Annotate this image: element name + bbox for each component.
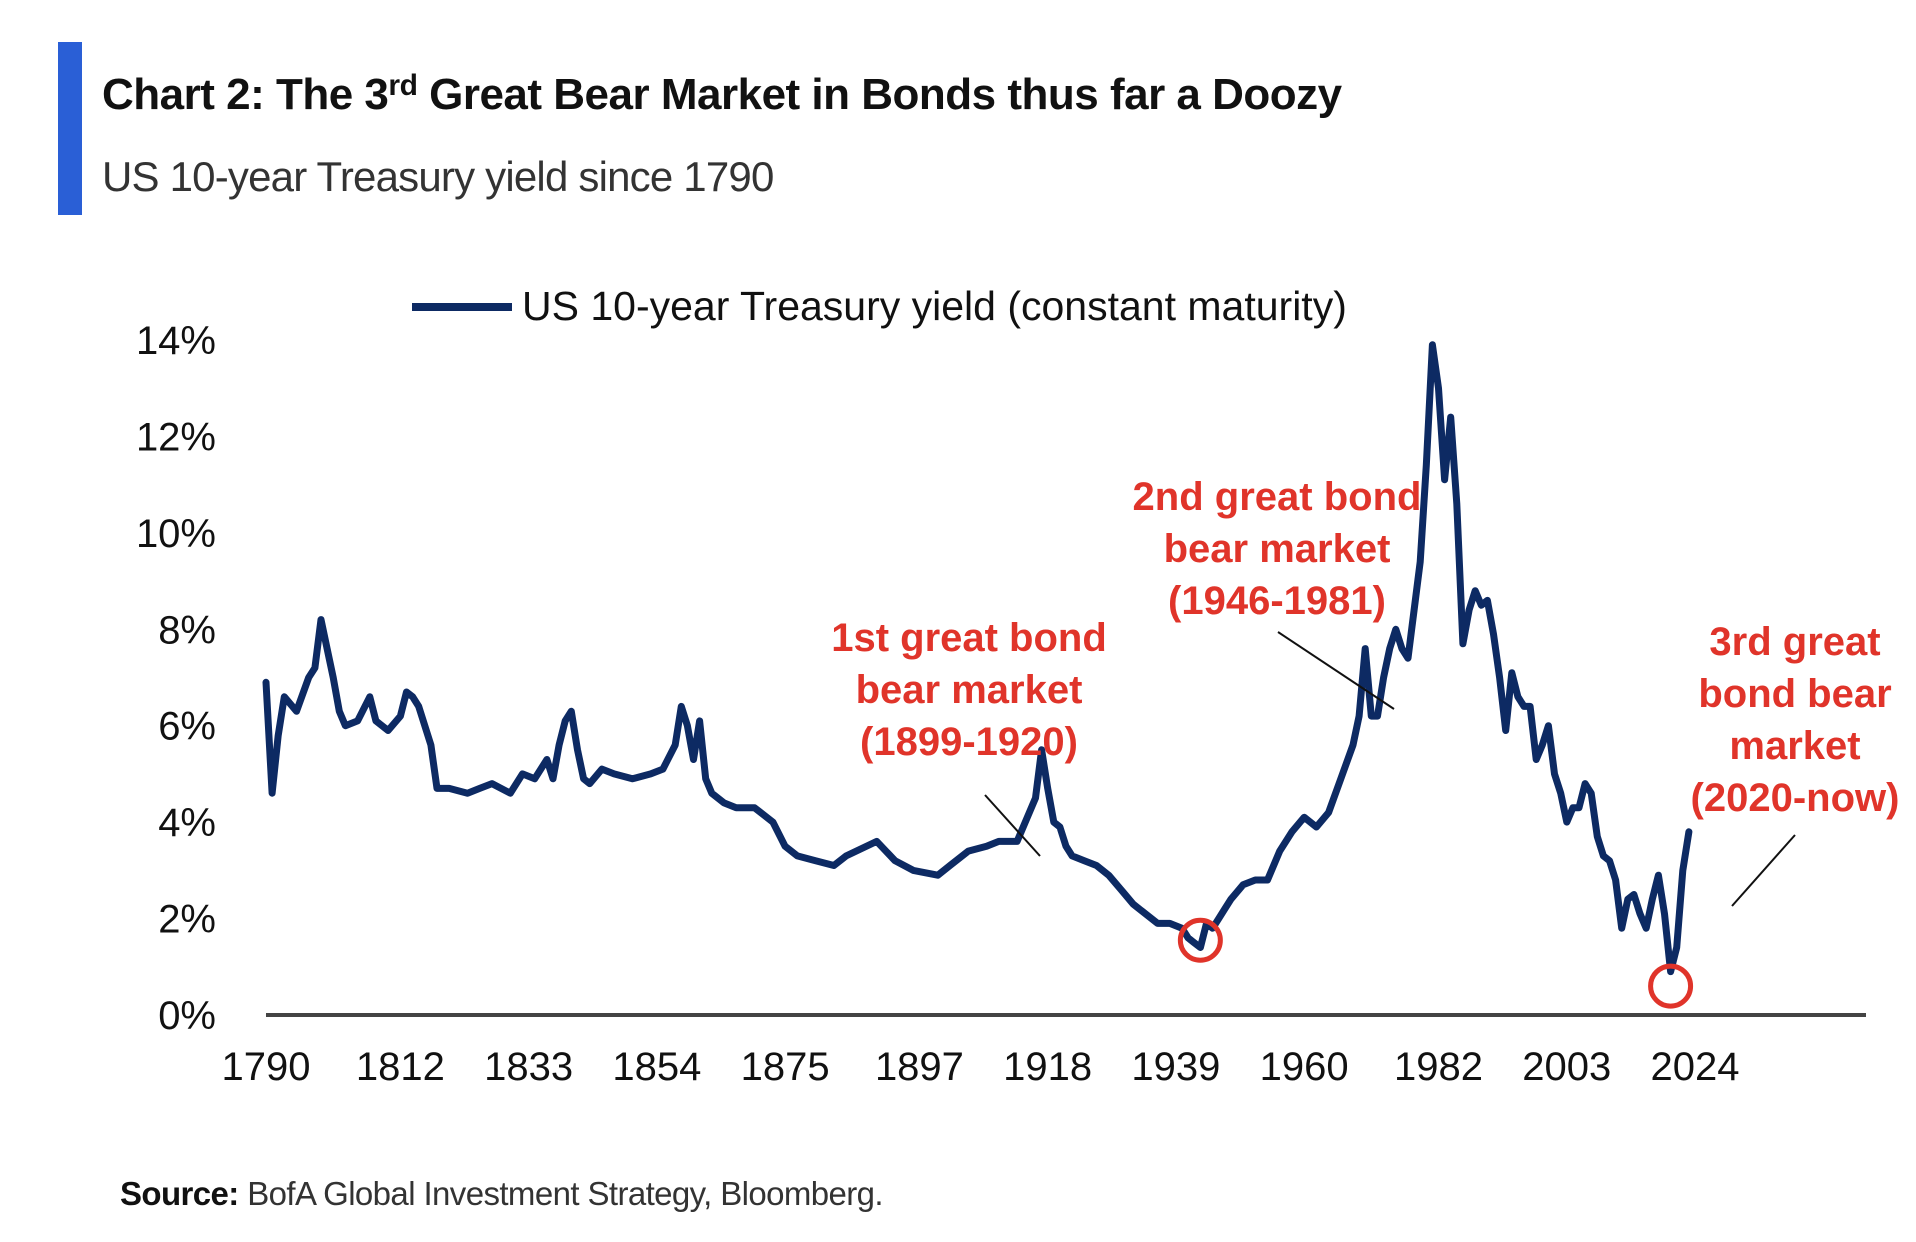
y-tick-label: 6%: [158, 705, 216, 749]
x-tick-label: 2024: [1651, 1045, 1740, 1089]
x-tick-label: 1960: [1260, 1045, 1349, 1089]
chart-subtitle: US 10-year Treasury yield since 1790: [102, 153, 774, 200]
x-tick-label: 1833: [484, 1045, 573, 1089]
y-tick-label: 0%: [158, 994, 216, 1038]
x-tick-label: 1875: [741, 1045, 830, 1089]
annotation-first-bear-market: 1st great bond bear market (1899-1920): [831, 616, 1107, 764]
x-tick-label: 1918: [1003, 1045, 1092, 1089]
x-tick-label: 1812: [356, 1045, 445, 1089]
y-tick-label: 10%: [136, 512, 216, 556]
yield-series-line: [262, 341, 1693, 976]
annotation-line: bond bear: [1698, 672, 1891, 716]
y-tick-label: 4%: [158, 801, 216, 845]
y-tick-label: 12%: [136, 415, 216, 459]
annotation-line: 3rd great: [1709, 620, 1880, 664]
low-marker-2020: [1648, 963, 1694, 1009]
annotation-second-bear-market: 2nd great bond bear market (1946-1981): [1133, 475, 1422, 623]
annotation-line: 1st great bond: [831, 616, 1107, 660]
legend: US 10-year Treasury yield (constant matu…: [412, 283, 1347, 329]
source-text: BofA Global Investment Strategy, Bloombe…: [238, 1175, 884, 1212]
legend-label: US 10-year Treasury yield (constant matu…: [522, 283, 1347, 329]
title-suffix: Great Bear Market in Bonds thus far a Do…: [417, 70, 1342, 119]
x-axis: 1790 1812 1833 1854 1875 1897 1918 1939 1960 1982…: [222, 1013, 1866, 1089]
y-tick-label: 2%: [158, 898, 216, 942]
x-tick-label: 1854: [612, 1045, 701, 1089]
annotation-leader-second: [1277, 631, 1395, 710]
source-label: Source:: [120, 1175, 239, 1212]
source-note: Source: BofA Global Investment Strategy,…: [120, 1175, 884, 1213]
title-superscript: rd: [388, 69, 418, 102]
y-tick-label: 8%: [158, 608, 216, 652]
annotation-leader-first: [984, 794, 1041, 857]
y-tick-label: 14%: [136, 319, 216, 363]
annotation-third-bear-market: 3rd great bond bear market (2020-now): [1691, 620, 1900, 820]
y-tick-labels: 0% 2% 4% 6% 8% 10% 12% 14%: [136, 319, 216, 1038]
annotation-line: (1946-1981): [1168, 579, 1386, 623]
chart-title: Chart 2: The 3rd Great Bear Market in Bo…: [102, 69, 1342, 120]
title-prefix: Chart 2: The 3: [102, 70, 389, 119]
annotation-line: market: [1729, 724, 1860, 768]
x-tick-label: 2003: [1522, 1045, 1611, 1089]
x-tick-labels: 1790 1812 1833 1854 1875 1897 1918 1939 1960 1982…: [222, 1045, 1740, 1089]
x-tick-label: 1939: [1131, 1045, 1220, 1089]
plot-area: [262, 341, 1693, 976]
y-axis: 0% 2% 4% 6% 8% 10% 12% 14%: [136, 319, 216, 1038]
title-accent-bar: [58, 42, 82, 215]
annotation-leader-third: [1731, 834, 1796, 907]
x-tick-label: 1897: [875, 1045, 964, 1089]
annotation-line: bear market: [856, 668, 1083, 712]
x-tick-label: 1790: [222, 1045, 311, 1089]
annotations: 1st great bond bear market (1899-1920) 2nd…: [831, 475, 1900, 1009]
annotation-line: (1899-1920): [860, 720, 1078, 764]
low-marker-1941: [1177, 917, 1223, 963]
annotation-line: 2nd great bond: [1133, 475, 1422, 519]
annotation-line: bear market: [1164, 527, 1391, 571]
annotation-line: (2020-now): [1691, 776, 1900, 820]
x-tick-label: 1982: [1394, 1045, 1483, 1089]
